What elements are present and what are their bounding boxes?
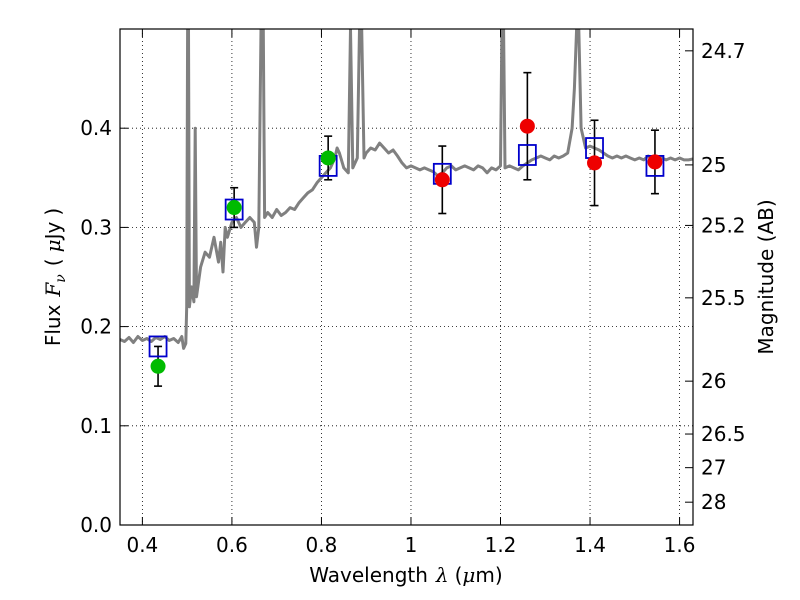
y2-axis-label: Magnitude (AB) — [754, 199, 778, 354]
x-axis-label-unit-mu: μ — [462, 563, 475, 587]
y-axis-label-unit-open: ( — [41, 258, 65, 266]
x-tick-label: 1.2 — [485, 533, 517, 557]
y-tick-label: 0.2 — [80, 315, 112, 339]
plot-frame — [119, 28, 694, 526]
observed-point — [647, 154, 663, 170]
y-axis-label-prefix: Flux — [41, 304, 65, 346]
data-markers — [148, 71, 665, 387]
model-photometry-square — [148, 335, 168, 358]
magnitude-tick-label: 26 — [701, 369, 726, 393]
x-axis-label-prefix: Wavelength — [309, 563, 428, 587]
y-axis-label-symbol: F — [41, 282, 65, 298]
y-tick-label: 0.0 — [80, 513, 112, 537]
magnitude-tick-label: 25.5 — [701, 286, 746, 310]
x-tick-label: 1.6 — [664, 533, 696, 557]
y-axis-label-unit-mu: μ — [41, 239, 65, 252]
y-axis-label: Flux Fν ( μJy) — [41, 208, 69, 346]
x-axis-label-symbol: λ — [435, 563, 449, 587]
magnitude-tick-labels: 24.7 25 25.2 25.5 26 26.5 27 28 — [701, 39, 746, 514]
observed-point — [587, 155, 603, 171]
x-axis-label: Wavelength λ (μm) — [309, 563, 502, 587]
ticks — [120, 29, 693, 526]
y-tick-label: 0.4 — [80, 116, 112, 140]
x-axis-label-unit-open: ( — [455, 563, 463, 587]
x-tick-labels: 0.4 0.6 0.8 1 1.2 1.4 1.6 — [126, 533, 695, 557]
magnitude-tick-label: 24.7 — [701, 39, 746, 63]
model-photometry-square — [224, 198, 244, 221]
plot-background — [120, 29, 693, 525]
y-tick-label: 0.1 — [80, 414, 112, 438]
x-axis-label-unit-rest: m) — [475, 563, 502, 587]
grid — [120, 29, 693, 526]
y-axis-label-subscript: ν — [53, 274, 69, 283]
model-photometry-square — [517, 144, 537, 166]
observed-point — [320, 150, 336, 166]
x-tick-label: 0.4 — [126, 533, 158, 557]
observed-point — [150, 358, 166, 374]
y-axis-label-unit-rest: Jy — [41, 221, 65, 241]
magnitude-tick-label: 25 — [701, 153, 726, 177]
observed-point — [434, 172, 450, 188]
x-tick-label: 1.4 — [574, 533, 606, 557]
plot-area — [120, 29, 693, 350]
x-tick-label: 0.8 — [306, 533, 338, 557]
y-axis-label-unit-close: ) — [41, 208, 65, 216]
x-tick-label: 1 — [405, 533, 418, 557]
magnitude-tick-label: 26.5 — [701, 422, 746, 446]
spectrum-line — [120, 29, 693, 350]
magnitude-tick-label: 27 — [701, 456, 726, 480]
magnitude-tick-label: 28 — [701, 490, 726, 514]
magnitude-tick-label: 25.2 — [701, 213, 746, 237]
observed-point — [226, 200, 242, 216]
y-tick-labels: 0.0 0.1 0.2 0.3 0.4 — [80, 116, 112, 537]
y-tick-label: 0.3 — [80, 215, 112, 239]
observed-point — [519, 118, 535, 134]
x-tick-label: 0.6 — [216, 533, 248, 557]
